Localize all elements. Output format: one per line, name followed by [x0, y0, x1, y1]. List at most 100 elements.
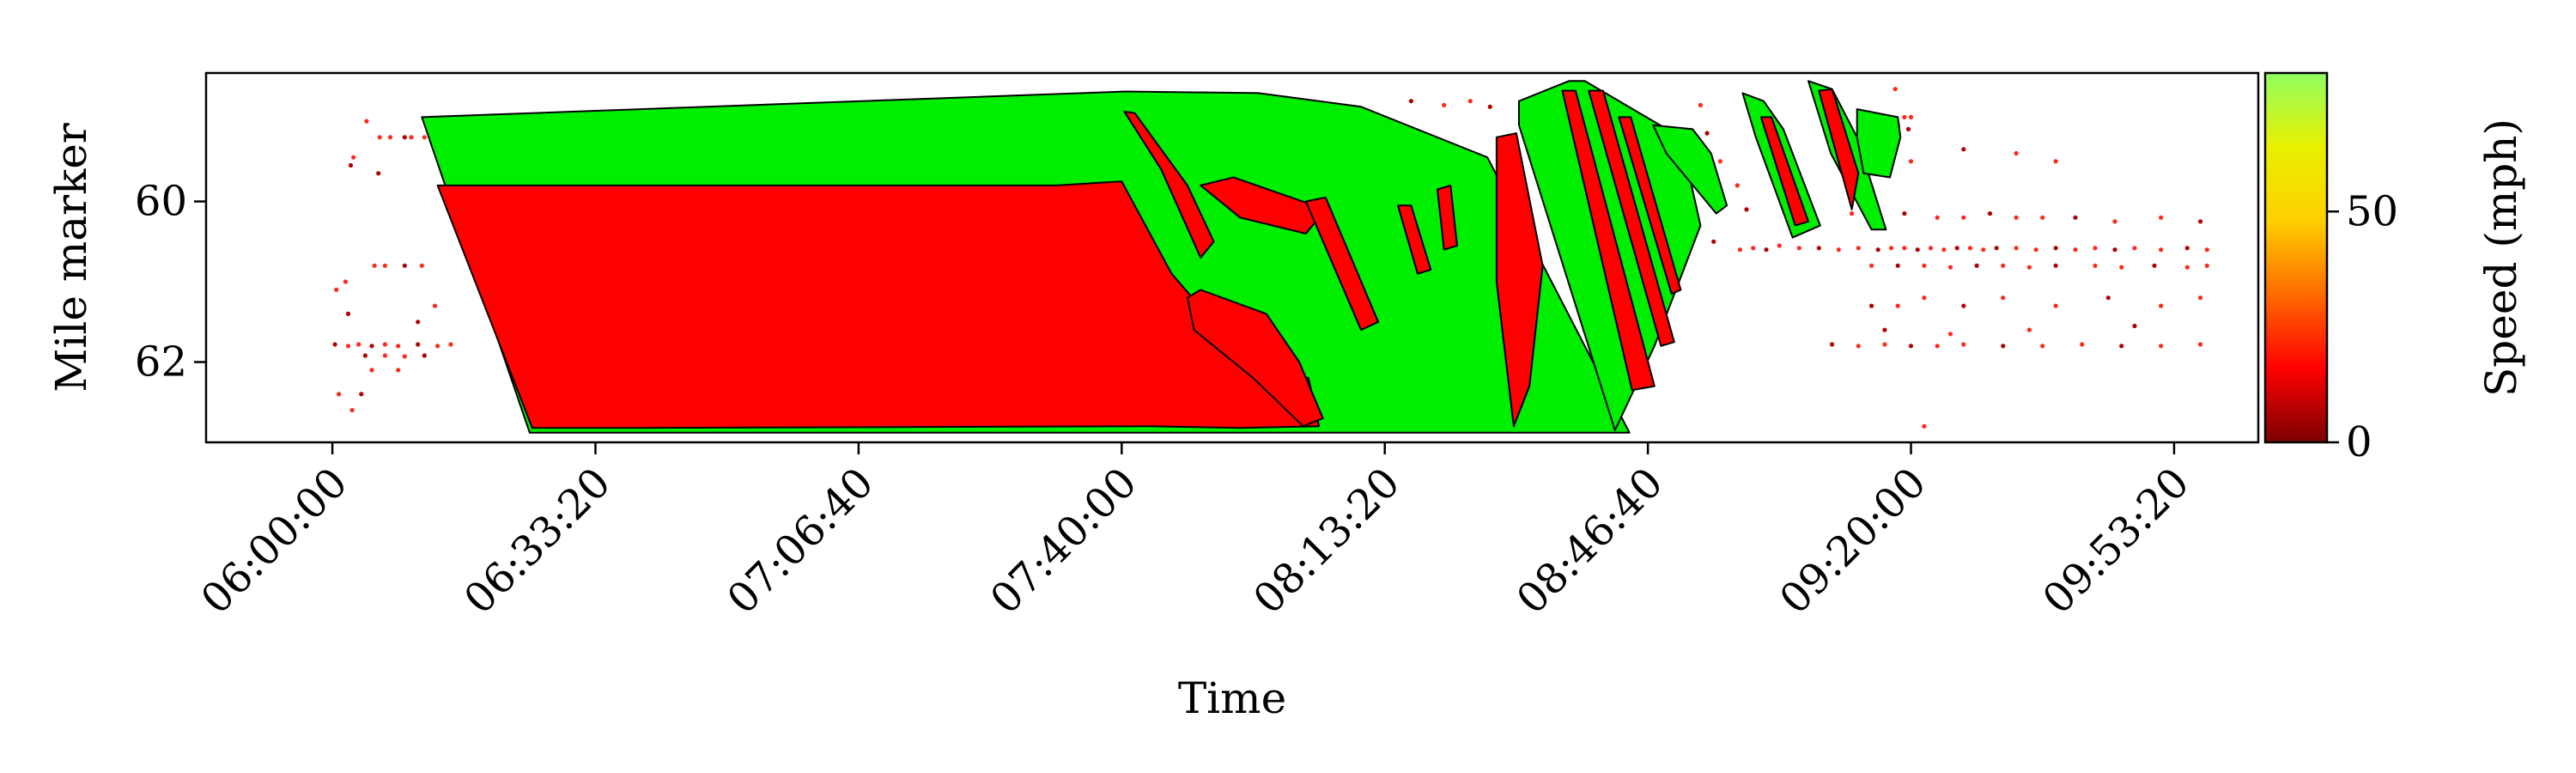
- congested-region: [1397, 204, 1432, 275]
- sparse-point: [1875, 247, 1880, 253]
- sparse-point: [382, 263, 387, 268]
- sparse-point: [1905, 126, 1911, 131]
- sparse-point: [1922, 295, 1927, 301]
- sparse-point: [2204, 247, 2209, 253]
- sparse-point: [382, 342, 387, 347]
- free-flow-region: [1856, 108, 1902, 179]
- sparse-point: [2152, 263, 2157, 268]
- sparse-point: [1882, 342, 1887, 347]
- sparse-point: [1893, 87, 1898, 92]
- sparse-point: [1974, 263, 1979, 268]
- sparse-point: [2073, 215, 2078, 220]
- sparse-point: [2053, 303, 2058, 308]
- sparse-point: [332, 342, 337, 347]
- sparse-point: [2204, 263, 2209, 268]
- y-tick-label: 60: [135, 178, 187, 226]
- sparse-point: [1941, 247, 1947, 253]
- sparse-point: [1487, 104, 1492, 109]
- sparse-point: [419, 263, 424, 268]
- sparse-point: [1994, 246, 1999, 251]
- congested-region: [436, 180, 1321, 429]
- sparse-point: [1744, 207, 1749, 212]
- sparse-point: [1737, 247, 1742, 253]
- sparse-point: [1856, 344, 1861, 349]
- sparse-point: [1830, 342, 1835, 347]
- congested-region: [1759, 116, 1809, 227]
- congested-region: [1186, 289, 1324, 428]
- free-flow-region: [1652, 124, 1728, 215]
- x-tick-label: 09:20:00: [1771, 459, 1935, 624]
- colorbar-ticks: 0 50: [2327, 187, 2398, 466]
- sparse-point: [2014, 246, 2019, 251]
- congested-region: [1304, 196, 1380, 332]
- sparse-point: [402, 354, 407, 359]
- sparse-point: [2198, 295, 2203, 301]
- congested-region: [1561, 89, 1656, 392]
- x-tick-label: 08:46:40: [1508, 459, 1673, 624]
- x-tick-label: 09:53:20: [2033, 459, 2198, 624]
- sparse-point: [1764, 247, 1769, 253]
- sparse-point: [2014, 150, 2019, 156]
- x-tick-label: 08:13:20: [1244, 459, 1409, 624]
- sparse-point: [369, 344, 374, 349]
- colorbar: [2263, 71, 2329, 444]
- sparse-point: [349, 408, 355, 413]
- congested-region: [1818, 88, 1860, 210]
- sparse-point: [422, 353, 427, 358]
- sparse-point: [1908, 114, 1914, 119]
- sparse-point: [348, 162, 354, 168]
- sparse-point: [1408, 99, 1413, 104]
- sparse-point: [402, 263, 407, 268]
- sparse-point: [1967, 246, 1973, 251]
- colorbar-label: Speed (mph): [2476, 119, 2526, 397]
- sparse-point: [1961, 215, 1966, 220]
- sparse-point: [2184, 265, 2190, 270]
- sparse-point: [364, 119, 369, 124]
- sparse-point: [2093, 263, 2098, 268]
- congested-region: [1123, 110, 1215, 259]
- sparse-point: [2001, 263, 2006, 268]
- sparse-point: [1704, 131, 1710, 136]
- sparse-point: [416, 342, 421, 347]
- sparse-point: [2112, 219, 2117, 224]
- sparse-point: [2093, 246, 2098, 251]
- congested-region: [1495, 132, 1544, 428]
- sparse-point: [2080, 342, 2085, 347]
- sparse-point: [351, 155, 356, 160]
- sparse-point: [396, 368, 401, 373]
- sparse-point: [2040, 344, 2045, 349]
- sparse-point: [2198, 342, 2203, 347]
- sparse-point: [2198, 219, 2203, 224]
- x-tick-label: 07:06:40: [718, 459, 883, 624]
- sparse-point: [1908, 344, 1914, 349]
- sparse-point: [2159, 344, 2164, 349]
- sparse-point: [2105, 295, 2111, 301]
- plot-frame: [204, 71, 2260, 444]
- x-tick-label: 06:00:00: [192, 459, 357, 624]
- sparse-point: [1850, 211, 1855, 216]
- sparse-point: [359, 392, 364, 397]
- plot-content: [332, 80, 2209, 434]
- y-axis-label: Mile marker: [46, 123, 96, 393]
- sparse-point: [448, 342, 453, 347]
- sparse-point: [1987, 211, 1993, 216]
- sparse-point: [1895, 303, 1900, 308]
- sparse-point: [2132, 323, 2137, 329]
- sparse-point: [1889, 246, 1894, 251]
- sparse-point: [402, 135, 407, 140]
- x-axis-label: Time: [1178, 673, 1286, 723]
- sparse-point: [2159, 303, 2164, 308]
- sparse-point: [369, 368, 374, 373]
- sparse-point: [1915, 247, 1920, 253]
- sparse-point: [2001, 295, 2006, 301]
- sparse-point: [334, 287, 339, 292]
- sparse-point: [337, 392, 342, 397]
- sparse-point: [1902, 211, 1907, 216]
- sparse-point: [1751, 246, 1756, 251]
- sparse-point: [1796, 246, 1801, 251]
- congested-regions: [436, 88, 1860, 429]
- sparse-point: [1717, 159, 1722, 164]
- sparse-point: [2159, 215, 2164, 220]
- sparse-point: [1895, 263, 1900, 268]
